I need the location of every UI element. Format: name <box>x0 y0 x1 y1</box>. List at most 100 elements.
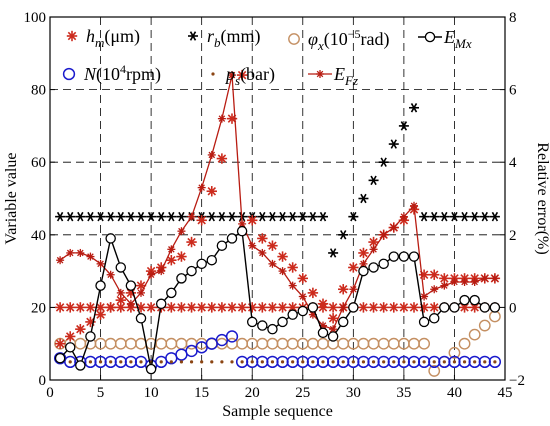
legend-label-part: (mm) <box>221 26 261 47</box>
data-point-hm <box>267 240 278 251</box>
data-point-ps <box>119 360 123 364</box>
data-point-rb <box>489 211 500 222</box>
x-tick-label: 10 <box>144 385 159 401</box>
legend-label-part: m <box>95 35 104 50</box>
data-point-EFz <box>379 230 388 239</box>
data-point-EMx <box>54 352 66 364</box>
data-point-ps <box>68 360 72 364</box>
data-point-ps <box>88 360 93 364</box>
data-point-rb <box>115 211 126 222</box>
data-point-constant20 <box>277 302 288 313</box>
data-point-ps <box>159 360 163 364</box>
data-point-ps <box>341 360 345 364</box>
data-point-phix <box>377 337 390 350</box>
data-point-constant20 <box>368 302 379 313</box>
data-point-ps <box>412 360 416 364</box>
data-point-EMx <box>155 298 167 310</box>
data-point-rb <box>307 211 318 222</box>
data-point-rb <box>65 211 76 222</box>
data-point-ps <box>109 360 113 364</box>
data-point-ps <box>210 360 214 364</box>
data-point-EFz <box>278 267 287 276</box>
data-point-rb <box>287 211 298 222</box>
data-point-hm <box>176 251 187 262</box>
data-point-rb <box>429 211 440 222</box>
data-point-constant20 <box>469 302 480 313</box>
y2-axis-title: Relative error(%) <box>534 142 550 254</box>
data-point-EMx <box>479 302 491 313</box>
data-point-EMx <box>95 280 106 291</box>
data-point-EMx <box>348 302 359 313</box>
data-point-EFz <box>420 292 429 301</box>
data-point-hm <box>247 215 258 226</box>
data-point-EMx <box>176 273 187 284</box>
series-N <box>53 330 502 372</box>
data-point-constant20 <box>388 302 399 313</box>
data-point-ps <box>321 360 325 364</box>
legend-label-part: p <box>224 64 235 84</box>
legend-entry-hm: hm(μm) <box>66 26 140 50</box>
data-point-EFz <box>450 277 459 286</box>
data-point-EMx <box>297 305 309 317</box>
data-point-rb <box>95 211 106 222</box>
data-point-constant20 <box>75 302 86 313</box>
legend-label-ps: ps(bar) <box>224 64 275 88</box>
data-point-EMx <box>226 233 238 244</box>
axes <box>49 16 506 381</box>
legend-label-part: N <box>83 64 97 84</box>
y-tick-label: 80 <box>31 83 46 99</box>
data-point-EFz <box>106 270 115 279</box>
data-point-EFz <box>187 212 196 221</box>
data-point-hm <box>277 251 288 262</box>
data-point-N <box>205 337 218 350</box>
data-point-EFz <box>460 277 469 286</box>
data-point-ps <box>169 360 173 364</box>
data-point-constant20 <box>115 302 126 313</box>
x-tick-label: 40 <box>447 385 462 401</box>
data-point-rb <box>216 211 227 222</box>
x-tick-label: 45 <box>498 385 513 401</box>
data-point-EFz <box>258 248 267 257</box>
legend-marker-rb <box>188 31 198 41</box>
data-point-constant20 <box>166 302 177 313</box>
data-point-rb <box>257 211 268 222</box>
legend-label-phix: φx(10−5rad) <box>308 27 390 53</box>
data-point-hm <box>105 302 116 313</box>
data-point-rb <box>419 211 430 222</box>
data-point-rb <box>439 211 450 222</box>
data-point-rb <box>409 103 419 113</box>
data-point-phix <box>286 337 299 350</box>
data-point-EMx <box>105 233 116 244</box>
legend-label-part: −5 <box>348 27 361 41</box>
data-point-EFz <box>167 245 176 254</box>
data-point-EMx <box>368 262 379 273</box>
data-point-ps <box>311 360 315 364</box>
data-point-hm <box>54 338 66 349</box>
data-point-constant20 <box>206 302 217 313</box>
data-point-EMx <box>186 265 197 277</box>
data-point-EFz <box>288 281 297 290</box>
legend-label-part: r <box>207 26 215 46</box>
data-point-hm <box>317 298 329 309</box>
data-point-ps <box>351 360 355 364</box>
data-point-ps <box>230 360 234 364</box>
series-EFz <box>56 71 499 334</box>
legend-label-part: m) <box>120 26 140 47</box>
data-point-EMx <box>135 313 147 324</box>
data-point-ps <box>432 360 436 364</box>
data-point-hm <box>358 247 369 259</box>
data-point-rb <box>297 211 308 222</box>
x-tick-label: 5 <box>97 385 105 401</box>
data-point-EFz <box>76 248 85 257</box>
data-point-rb <box>105 211 116 222</box>
data-point-phix <box>367 337 380 350</box>
data-point-N <box>185 344 198 358</box>
data-point-EFz <box>157 267 166 276</box>
legend-label-part: E <box>443 27 455 47</box>
data-point-EMx <box>439 302 450 313</box>
data-point-EMx <box>206 254 218 266</box>
data-point-EFz <box>207 150 216 159</box>
data-point-EMx <box>196 258 207 270</box>
data-point-constant20 <box>429 302 440 313</box>
data-point-phix <box>317 337 329 350</box>
